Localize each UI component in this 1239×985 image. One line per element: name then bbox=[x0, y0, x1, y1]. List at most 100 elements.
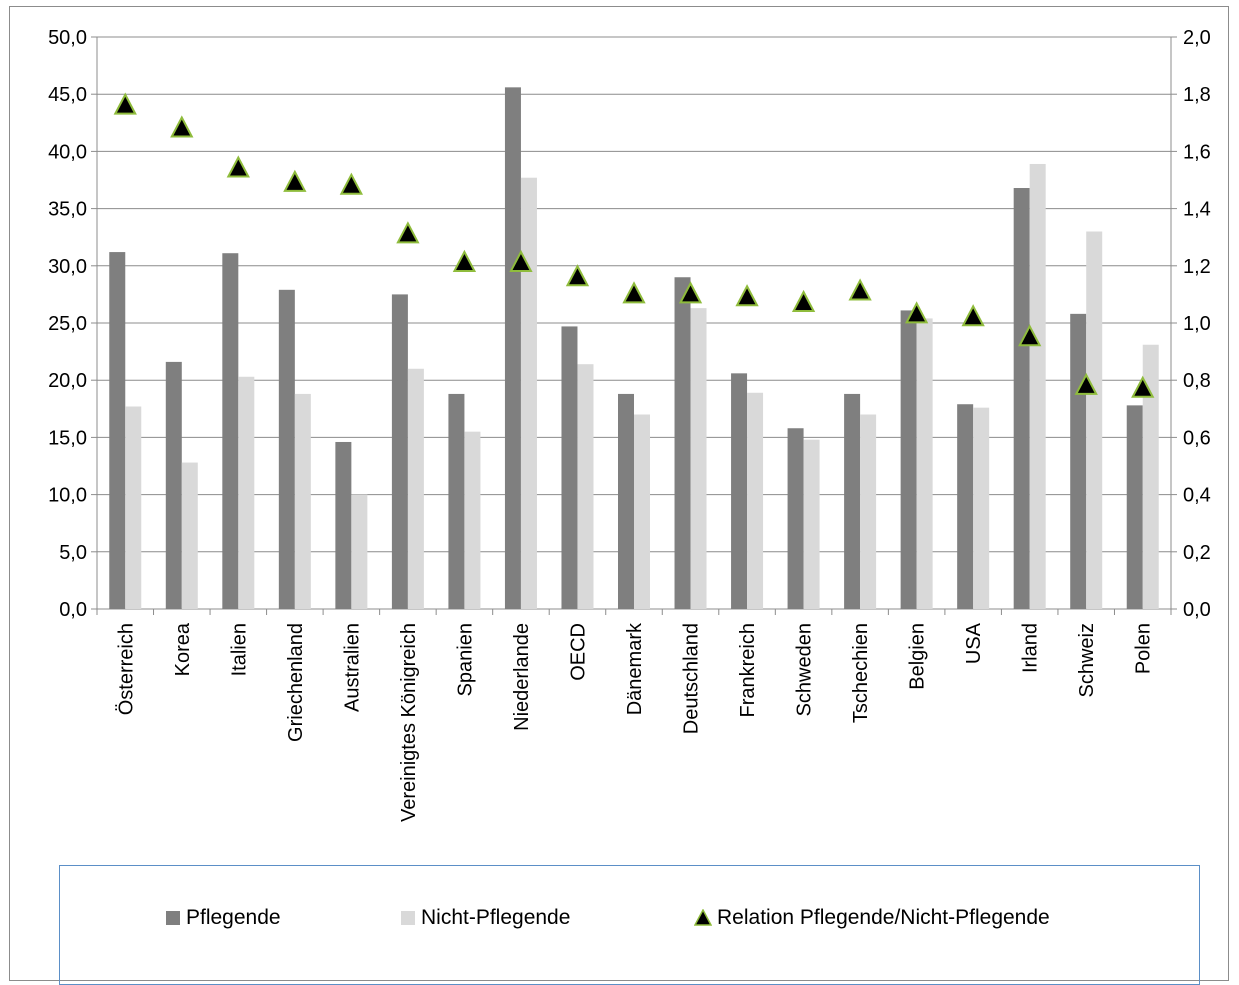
y-tick-label-left: 45,0 bbox=[48, 84, 87, 106]
category-label: Schweiz bbox=[1076, 623, 1098, 697]
category-label: Frankreich bbox=[737, 623, 759, 717]
legend-swatch-pflegende bbox=[166, 911, 180, 925]
category-label: USA bbox=[963, 622, 985, 664]
y-tick-label-right: 0,6 bbox=[1183, 427, 1211, 449]
category-label: Korea bbox=[172, 622, 194, 676]
bar-pflegende bbox=[222, 253, 239, 609]
y-tick-label-right: 0,4 bbox=[1183, 485, 1211, 507]
bar-pflegende bbox=[1070, 313, 1087, 609]
category-label: Tschechien bbox=[850, 623, 872, 723]
y-tick-label-left: 25,0 bbox=[48, 313, 87, 335]
marker-relation bbox=[226, 155, 250, 178]
bar-pflegende bbox=[618, 393, 634, 609]
legend-item-relation: Relation Pflegende/Nicht-Pflegende bbox=[694, 906, 1050, 930]
category-label: Belgien bbox=[907, 623, 929, 690]
category-label: Irland bbox=[1020, 623, 1042, 673]
bar-nicht-pflegende bbox=[577, 364, 594, 609]
y-tick-label-left: 50,0 bbox=[48, 27, 87, 49]
bar-nicht-pflegende bbox=[1086, 231, 1103, 610]
bar-nicht-pflegende bbox=[1029, 163, 1046, 609]
y-tick-label-left: 20,0 bbox=[48, 370, 87, 392]
bar-nicht-pflegende bbox=[238, 376, 255, 609]
marker-relation bbox=[565, 264, 590, 287]
category-label: Italien bbox=[228, 623, 250, 676]
bar-pflegende bbox=[109, 252, 126, 609]
y-tick-label-right: 1,0 bbox=[1183, 313, 1211, 335]
marker-relation bbox=[170, 115, 194, 138]
bar-pflegende bbox=[448, 393, 465, 609]
marker-relation bbox=[961, 304, 985, 327]
legend-triangle-icon bbox=[694, 909, 712, 926]
legend-item-nicht-pflegende: Nicht-Pflegende bbox=[401, 906, 570, 930]
marker-relation bbox=[622, 281, 646, 304]
legend: Pflegende Nicht-Pflegende Relation Pfleg… bbox=[59, 865, 1200, 985]
legend-label-nicht-pflegende: Nicht-Pflegende bbox=[421, 906, 571, 929]
category-label: Vereinigtes Königreich bbox=[398, 623, 420, 822]
category-label: Deutschland bbox=[681, 623, 703, 734]
bar-pflegende bbox=[335, 441, 352, 609]
legend-item-pflegende: Pflegende bbox=[166, 906, 281, 930]
bar-pflegende bbox=[278, 289, 295, 609]
category-label: Österreich bbox=[115, 623, 137, 715]
bar-pflegende bbox=[787, 428, 804, 609]
bar-pflegende bbox=[391, 294, 408, 609]
bar-pflegende bbox=[731, 373, 748, 609]
bar-nicht-pflegende bbox=[803, 439, 820, 609]
marker-relation bbox=[452, 249, 477, 272]
bar-nicht-pflegende bbox=[634, 414, 650, 609]
marker-relation bbox=[113, 92, 137, 115]
y-tick-label-right: 1,8 bbox=[1183, 84, 1211, 106]
category-label: Schweden bbox=[794, 623, 816, 716]
bar-nicht-pflegende bbox=[916, 318, 933, 609]
bar-nicht-pflegende bbox=[294, 393, 311, 609]
marker-relation bbox=[678, 281, 703, 304]
category-label: Polen bbox=[1133, 623, 1155, 674]
category-label: Niederlande bbox=[511, 623, 533, 731]
bar-nicht-pflegende bbox=[973, 407, 990, 609]
bar-pflegende bbox=[1013, 188, 1030, 609]
marker-relation bbox=[1018, 324, 1042, 347]
y-tick-label-right: 0,0 bbox=[1183, 599, 1211, 621]
category-label: OECD bbox=[567, 623, 589, 681]
legend-swatch-nicht-pflegende bbox=[401, 911, 415, 925]
bar-nicht-pflegende bbox=[407, 368, 424, 609]
y-tick-label-right: 1,4 bbox=[1183, 199, 1211, 221]
marker-relation bbox=[1131, 375, 1155, 398]
marker-relation bbox=[848, 278, 872, 301]
bar-pflegende bbox=[900, 310, 917, 609]
category-label: Spanien bbox=[454, 623, 476, 696]
category-label: Australien bbox=[341, 623, 363, 712]
y-tick-label-right: 0,2 bbox=[1183, 542, 1211, 564]
marker-relation bbox=[396, 221, 420, 244]
marker-relation bbox=[283, 169, 307, 192]
y-tick-label-right: 2,0 bbox=[1183, 27, 1211, 49]
y-tick-label-left: 5,0 bbox=[59, 542, 87, 564]
legend-label-relation: Relation Pflegende/Nicht-Pflegende bbox=[717, 906, 1050, 929]
category-label: Dänemark bbox=[624, 622, 646, 715]
bar-nicht-pflegende bbox=[1142, 344, 1159, 609]
y-tick-label-left: 35,0 bbox=[48, 199, 87, 221]
y-tick-label-right: 1,2 bbox=[1183, 256, 1211, 278]
bar-nicht-pflegende bbox=[464, 431, 481, 609]
legend-label-pflegende: Pflegende bbox=[186, 906, 281, 929]
category-label: Griechenland bbox=[285, 623, 307, 742]
marker-relation bbox=[509, 249, 533, 272]
marker-relation bbox=[735, 284, 759, 307]
bar-nicht-pflegende bbox=[690, 308, 707, 609]
bar-pflegende bbox=[1126, 405, 1143, 609]
marker-relation bbox=[904, 301, 929, 324]
marker-relation bbox=[1074, 372, 1098, 395]
y-tick-label-left: 0,0 bbox=[59, 599, 87, 621]
marker-relation bbox=[791, 289, 816, 312]
bar-nicht-pflegende bbox=[351, 494, 368, 609]
bar-pflegende bbox=[504, 87, 521, 609]
bar-nicht-pflegende bbox=[520, 177, 537, 609]
y-tick-label-right: 1,6 bbox=[1183, 141, 1211, 163]
y-tick-label-left: 30,0 bbox=[48, 256, 87, 278]
y-tick-label-right: 0,8 bbox=[1183, 370, 1211, 392]
bar-nicht-pflegende bbox=[860, 414, 877, 609]
bar-nicht-pflegende bbox=[181, 462, 198, 609]
bar-pflegende bbox=[844, 393, 861, 609]
y-tick-label-left: 40,0 bbox=[48, 141, 87, 163]
